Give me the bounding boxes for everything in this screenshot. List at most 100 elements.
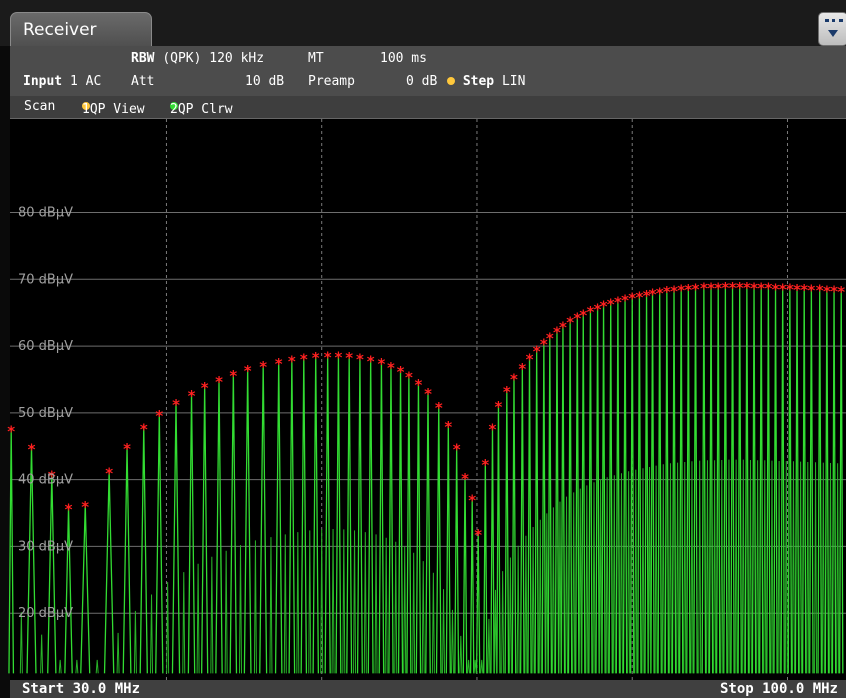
trace-minor-peak bbox=[342, 529, 346, 674]
trace-minor-peak bbox=[224, 550, 228, 674]
trace-peak bbox=[171, 402, 181, 674]
peak-marker: * bbox=[123, 440, 131, 458]
trace-peak bbox=[483, 462, 488, 674]
trace-minor-peak bbox=[784, 460, 788, 674]
peak-marker: * bbox=[663, 283, 671, 301]
trace-peak bbox=[454, 447, 460, 674]
trace-peak bbox=[324, 355, 331, 674]
trace-peak bbox=[229, 374, 238, 674]
trace-peak bbox=[560, 325, 566, 674]
trace-minor-peak bbox=[748, 459, 752, 674]
trace-minor-peak bbox=[727, 459, 731, 674]
trace-minor-peak bbox=[412, 552, 416, 674]
trace-peak bbox=[519, 366, 525, 674]
trace-minor-peak bbox=[296, 532, 300, 674]
trace-minor-peak bbox=[493, 589, 497, 674]
trace-peak bbox=[8, 429, 15, 674]
trace-peak bbox=[139, 427, 148, 674]
peak-marker: * bbox=[300, 350, 308, 368]
trace-minor-peak bbox=[654, 465, 658, 674]
trace-peak bbox=[751, 286, 757, 674]
trace-peak bbox=[780, 287, 785, 674]
trace-minor-peak bbox=[508, 557, 512, 674]
trace-minor-peak bbox=[551, 507, 555, 674]
trace-peak bbox=[122, 446, 132, 674]
trace-minor-peak bbox=[394, 541, 398, 674]
trace-peak bbox=[47, 474, 57, 674]
peak-marker: * bbox=[533, 342, 541, 360]
trace-minor-peak bbox=[133, 610, 137, 674]
peak-marker: * bbox=[526, 350, 534, 368]
peak-marker: * bbox=[677, 282, 685, 300]
trace-minor-peak bbox=[320, 529, 324, 674]
peak-marker: * bbox=[377, 355, 385, 373]
trace-peak bbox=[588, 310, 593, 674]
tab-receiver[interactable]: Receiver bbox=[10, 12, 152, 48]
peak-marker: * bbox=[566, 314, 574, 332]
peak-marker: * bbox=[444, 418, 452, 436]
peak-marker: * bbox=[510, 370, 518, 388]
window-tab-bar: Receiver bbox=[0, 0, 846, 48]
peak-marker: * bbox=[387, 359, 395, 377]
trace-minor-peak bbox=[238, 545, 242, 674]
peak-marker: * bbox=[607, 296, 615, 314]
peak-marker: * bbox=[367, 352, 375, 370]
trace-minor-peak bbox=[799, 461, 803, 674]
stop-frequency: Stop 100.0 MHz bbox=[719, 681, 838, 697]
trace-peak bbox=[26, 447, 37, 674]
trace-minor-peak bbox=[619, 473, 623, 674]
trace-peak bbox=[637, 295, 642, 674]
preamp-label: Preamp bbox=[308, 74, 355, 89]
trace-minor-peak bbox=[661, 464, 665, 674]
peak-marker: * bbox=[334, 348, 342, 366]
trace-peak bbox=[511, 377, 517, 674]
trace2-dot-icon bbox=[170, 102, 178, 110]
peak-marker: * bbox=[65, 501, 73, 519]
peak-marker: * bbox=[707, 280, 715, 298]
trace-minor-peak bbox=[431, 572, 435, 674]
peak-marker: * bbox=[649, 286, 657, 304]
preamp-value: 0 dB bbox=[406, 74, 438, 89]
scan-bar: Scan 1QP View 2QP Clrw bbox=[10, 96, 846, 119]
menu-button[interactable] bbox=[818, 12, 846, 46]
trace-minor-peak bbox=[516, 545, 520, 674]
trace-peak bbox=[595, 307, 600, 674]
trace-minor-peak bbox=[763, 460, 767, 674]
trace-peak bbox=[215, 380, 223, 674]
trace-peak bbox=[567, 320, 573, 674]
trace-peak bbox=[155, 414, 164, 674]
peak-marker: * bbox=[215, 373, 223, 391]
peak-marker: * bbox=[714, 280, 722, 298]
trace-minor-peak bbox=[473, 659, 477, 674]
peak-marker: * bbox=[405, 368, 413, 386]
trace-peak bbox=[831, 289, 837, 674]
trace-peak bbox=[650, 292, 655, 674]
trace-minor-peak bbox=[599, 479, 603, 674]
menu-dots-icon bbox=[825, 19, 843, 27]
trace-peak bbox=[708, 286, 714, 674]
trace-peak bbox=[644, 293, 649, 674]
trace-minor-peak bbox=[676, 462, 680, 674]
trace-minor-peak bbox=[384, 537, 388, 674]
peak-marker: * bbox=[28, 441, 36, 459]
input-setting: Input 1 AC bbox=[23, 74, 102, 89]
trace-minor-peak bbox=[253, 540, 257, 674]
trace-peak bbox=[686, 287, 691, 674]
trace-minor-peak bbox=[713, 460, 717, 674]
trace-minor-peak bbox=[814, 462, 818, 674]
trace-minor-peak bbox=[538, 519, 542, 674]
settings-info-bar: RBW (QPK) 120 kHz MT 100 ms Input 1 AC A… bbox=[10, 46, 846, 96]
trace-peak bbox=[715, 286, 721, 674]
peak-marker: * bbox=[743, 279, 751, 297]
peak-marker: * bbox=[356, 350, 364, 368]
peak-marker: * bbox=[823, 282, 831, 300]
trace-peak bbox=[288, 359, 296, 674]
peak-marker: * bbox=[518, 360, 526, 378]
trace-peak bbox=[259, 364, 268, 674]
trace-peak bbox=[838, 289, 844, 674]
peak-marker: * bbox=[779, 280, 787, 298]
trace-peak bbox=[547, 336, 553, 674]
peak-marker: * bbox=[559, 318, 567, 336]
y-tick-label: 20 dBµV bbox=[18, 606, 73, 621]
